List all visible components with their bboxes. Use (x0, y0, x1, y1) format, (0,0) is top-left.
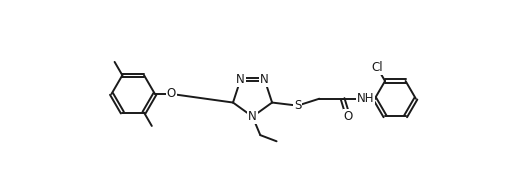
Text: N: N (260, 73, 269, 86)
Text: NH: NH (357, 92, 374, 105)
Text: O: O (166, 87, 176, 100)
Text: Cl: Cl (371, 61, 383, 74)
Text: O: O (343, 110, 353, 123)
Text: S: S (294, 99, 302, 112)
Text: N: N (236, 73, 245, 86)
Text: N: N (248, 110, 257, 123)
